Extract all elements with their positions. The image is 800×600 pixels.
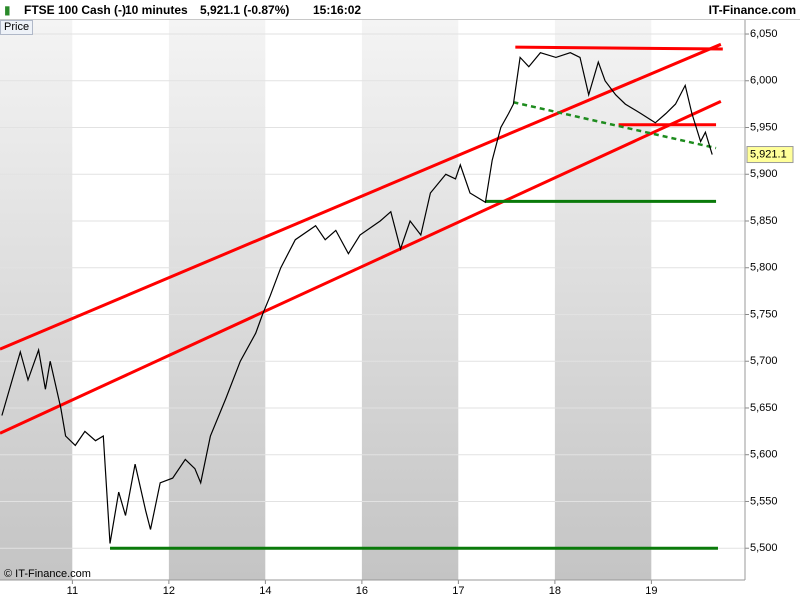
- day-band: [168, 20, 266, 580]
- day-band: [651, 20, 745, 580]
- day-band: [554, 20, 652, 580]
- y-tick-label: 5,900: [750, 168, 778, 180]
- instrument: FTSE 100 Cash (-): [24, 3, 127, 17]
- day-band: [361, 20, 459, 580]
- y-tick-label: 5,600: [750, 449, 778, 461]
- day-band: [72, 20, 169, 580]
- header: ▮ FTSE 100 Cash (-) 10 minutes 5,921.1 (…: [0, 0, 800, 20]
- y-tick-label: 5,550: [750, 495, 778, 507]
- quote: 5,921.1 (-0.87%): [200, 3, 290, 17]
- interval: 10 minutes: [125, 3, 188, 17]
- day-band: [458, 20, 555, 580]
- trend-line: [515, 45, 723, 51]
- day-band: [265, 20, 362, 580]
- panel-label: Price: [0, 20, 34, 35]
- y-tick-label: 5,800: [750, 262, 778, 274]
- time: 15:16:02: [313, 3, 362, 17]
- copyright: © IT-Finance.com: [4, 568, 91, 580]
- brand: IT-Finance.com: [708, 3, 796, 17]
- y-tick-label: 5,650: [750, 402, 778, 414]
- x-tick-label: 12: [163, 585, 175, 597]
- y-tick-label: 5,750: [750, 308, 778, 320]
- last-value-label: 5,921.1: [750, 148, 787, 160]
- y-tick-label: 5,950: [750, 121, 778, 133]
- y-tick-label: 5,700: [750, 355, 778, 367]
- x-tick-label: 19: [645, 585, 657, 597]
- y-tick-label: 5,850: [750, 215, 778, 227]
- x-tick-label: 11: [67, 585, 78, 597]
- trend-line: [513, 101, 717, 150]
- y-tick-label: 6,050: [750, 28, 778, 40]
- trend-line: [0, 42, 722, 351]
- price-line: [1, 52, 713, 544]
- y-tick-label: 5,500: [750, 542, 778, 554]
- y-tick-label: 6,000: [750, 75, 778, 87]
- trend-line: [0, 99, 722, 435]
- day-band: [0, 20, 73, 580]
- x-tick-label: 18: [549, 585, 561, 597]
- x-tick-label: 16: [356, 585, 368, 597]
- x-tick-label: 14: [259, 585, 271, 597]
- last-value-box: [746, 146, 794, 164]
- x-tick-label: 17: [452, 585, 464, 597]
